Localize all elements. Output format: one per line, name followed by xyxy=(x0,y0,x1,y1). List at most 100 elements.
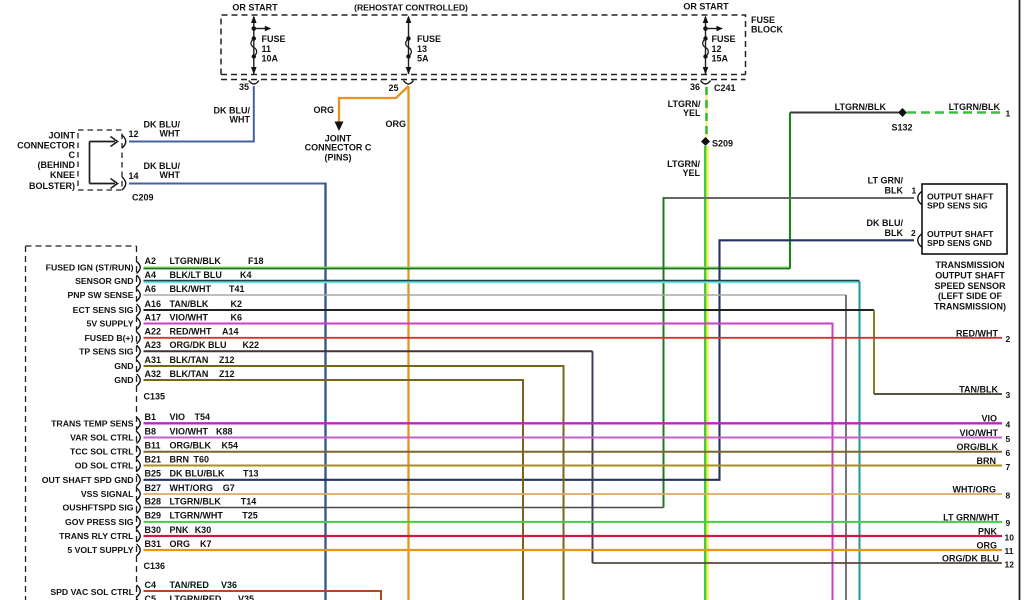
svg-text:A6: A6 xyxy=(145,284,157,294)
svg-text:WHT/ORG: WHT/ORG xyxy=(953,485,997,495)
svg-text:2: 2 xyxy=(911,228,916,238)
svg-text:ORG/DK BLU: ORG/DK BLU xyxy=(942,554,999,564)
svg-text:GND: GND xyxy=(114,375,133,385)
svg-text:T60: T60 xyxy=(194,454,210,464)
svg-text:B29: B29 xyxy=(145,511,162,521)
svg-text:PNP SW SENSE: PNP SW SENSE xyxy=(68,290,134,300)
svg-text:10: 10 xyxy=(1005,532,1015,542)
svg-text:OUT SHAFT SPD GND: OUT SHAFT SPD GND xyxy=(42,475,134,485)
svg-text:S132: S132 xyxy=(891,123,912,133)
svg-text:FUSE: FUSE xyxy=(262,34,286,44)
svg-text:VSS SIGNAL: VSS SIGNAL xyxy=(81,489,134,499)
svg-text:35: 35 xyxy=(239,82,249,92)
svg-text:TRANS TEMP SENS: TRANS TEMP SENS xyxy=(51,418,134,428)
svg-text:YEL: YEL xyxy=(683,108,701,118)
svg-text:TP SENS SIG: TP SENS SIG xyxy=(79,346,134,356)
svg-text:TRANSMISSION): TRANSMISSION) xyxy=(934,302,1006,312)
svg-text:B28: B28 xyxy=(145,496,162,506)
svg-text:OD SOL CTRL: OD SOL CTRL xyxy=(75,461,134,471)
svg-text:OUSHFTSPD SIG: OUSHFTSPD SIG xyxy=(63,503,134,513)
svg-text:KNEE: KNEE xyxy=(50,170,75,180)
svg-text:5V SUPPLY: 5V SUPPLY xyxy=(87,319,134,329)
svg-text:15A: 15A xyxy=(712,54,729,64)
svg-text:SPEED SENSOR: SPEED SENSOR xyxy=(934,281,1006,291)
svg-text:DK BLU/: DK BLU/ xyxy=(867,218,904,228)
svg-text:T54: T54 xyxy=(195,412,211,422)
svg-text:11: 11 xyxy=(1005,546,1014,556)
svg-text:DK BLU/: DK BLU/ xyxy=(144,161,181,171)
svg-text:(PINS): (PINS) xyxy=(325,153,352,163)
svg-text:BLK/WHT: BLK/WHT xyxy=(170,284,212,294)
svg-text:GOV PRESS SIG: GOV PRESS SIG xyxy=(65,517,134,527)
svg-text:LTGRN/: LTGRN/ xyxy=(668,99,701,109)
svg-text:B27: B27 xyxy=(145,483,162,493)
svg-text:S209: S209 xyxy=(712,139,733,149)
svg-text:3: 3 xyxy=(1006,390,1011,400)
svg-text:A22: A22 xyxy=(145,327,162,337)
svg-text:DK BLU/: DK BLU/ xyxy=(144,120,181,130)
svg-text:VIO: VIO xyxy=(170,412,186,422)
svg-text:SPD SENS SIG: SPD SENS SIG xyxy=(927,201,988,211)
svg-text:TRANSMISSION: TRANSMISSION xyxy=(935,260,1004,270)
svg-text:K22: K22 xyxy=(243,340,260,350)
svg-text:12: 12 xyxy=(1005,559,1015,569)
svg-text:11: 11 xyxy=(262,44,272,54)
svg-text:WHT: WHT xyxy=(230,115,251,125)
svg-text:(BEHIND: (BEHIND xyxy=(38,160,76,170)
svg-text:K4: K4 xyxy=(240,270,252,280)
svg-text:LTGRN/RED: LTGRN/RED xyxy=(170,594,222,600)
svg-text:PNK: PNK xyxy=(170,525,190,535)
svg-text:B21: B21 xyxy=(145,454,162,464)
svg-text:OR START: OR START xyxy=(683,2,729,12)
svg-text:TCC SOL CTRL: TCC SOL CTRL xyxy=(70,447,134,457)
svg-text:OUTPUT SHAFT: OUTPUT SHAFT xyxy=(935,271,1005,281)
svg-text:F18: F18 xyxy=(248,256,264,266)
svg-text:VIO/WHT: VIO/WHT xyxy=(170,426,209,436)
svg-text:A17: A17 xyxy=(145,312,162,322)
svg-text:(REHOSTAT CONTROLLED): (REHOSTAT CONTROLLED) xyxy=(354,3,468,13)
svg-text:ORG: ORG xyxy=(313,105,334,115)
svg-text:DK BLU/: DK BLU/ xyxy=(214,106,251,116)
svg-text:5 VOLT SUPPLY: 5 VOLT SUPPLY xyxy=(67,545,133,555)
svg-text:LT GRN/: LT GRN/ xyxy=(868,176,904,186)
svg-text:8: 8 xyxy=(1006,490,1011,500)
svg-text:LTGRN/: LTGRN/ xyxy=(667,159,700,169)
svg-text:VAR SOL CTRL: VAR SOL CTRL xyxy=(70,433,134,443)
svg-text:C5: C5 xyxy=(145,594,157,600)
svg-text:JOINT: JOINT xyxy=(325,134,352,144)
svg-text:K88: K88 xyxy=(216,426,233,436)
svg-text:FUSE: FUSE xyxy=(712,34,736,44)
svg-text:5A: 5A xyxy=(417,54,429,64)
svg-text:14: 14 xyxy=(129,171,139,181)
svg-text:V36: V36 xyxy=(221,580,237,590)
svg-text:C135: C135 xyxy=(144,392,166,402)
svg-text:OR START: OR START xyxy=(232,3,278,13)
svg-text:VIO/WHT: VIO/WHT xyxy=(960,428,999,438)
svg-text:OUTPUT SHAFT: OUTPUT SHAFT xyxy=(927,229,994,239)
svg-text:RED/WHT: RED/WHT xyxy=(170,327,212,337)
svg-text:LTGRN/BLK: LTGRN/BLK xyxy=(835,102,887,112)
svg-text:A16: A16 xyxy=(145,299,162,309)
svg-text:RED/WHT: RED/WHT xyxy=(956,328,998,338)
svg-text:ORG: ORG xyxy=(170,539,191,549)
svg-text:LTGRN/WHT: LTGRN/WHT xyxy=(170,511,224,521)
svg-text:TAN/BLK: TAN/BLK xyxy=(170,299,209,309)
svg-text:A2: A2 xyxy=(145,256,157,266)
svg-text:BLK/TAN: BLK/TAN xyxy=(170,369,209,379)
svg-text:B30: B30 xyxy=(145,525,162,535)
svg-text:T14: T14 xyxy=(241,496,257,506)
svg-text:ECT SENS SIG: ECT SENS SIG xyxy=(73,305,134,315)
svg-text:VIO: VIO xyxy=(981,414,997,424)
svg-text:Z12: Z12 xyxy=(219,369,235,379)
svg-text:BLK: BLK xyxy=(885,228,904,238)
svg-text:FUSED IGN (ST/RUN): FUSED IGN (ST/RUN) xyxy=(46,262,134,272)
svg-text:B11: B11 xyxy=(145,441,161,451)
svg-text:BLK/LT BLU: BLK/LT BLU xyxy=(170,270,222,280)
svg-text:K6: K6 xyxy=(231,312,243,322)
svg-text:CONNECTOR: CONNECTOR xyxy=(17,141,75,151)
svg-text:OUTPUT SHAFT: OUTPUT SHAFT xyxy=(927,192,994,202)
svg-text:SENSOR GND: SENSOR GND xyxy=(75,276,133,286)
svg-text:CONNECTOR C: CONNECTOR C xyxy=(305,143,372,153)
svg-text:VIO/WHT: VIO/WHT xyxy=(170,312,209,322)
svg-text:T25: T25 xyxy=(242,511,258,521)
